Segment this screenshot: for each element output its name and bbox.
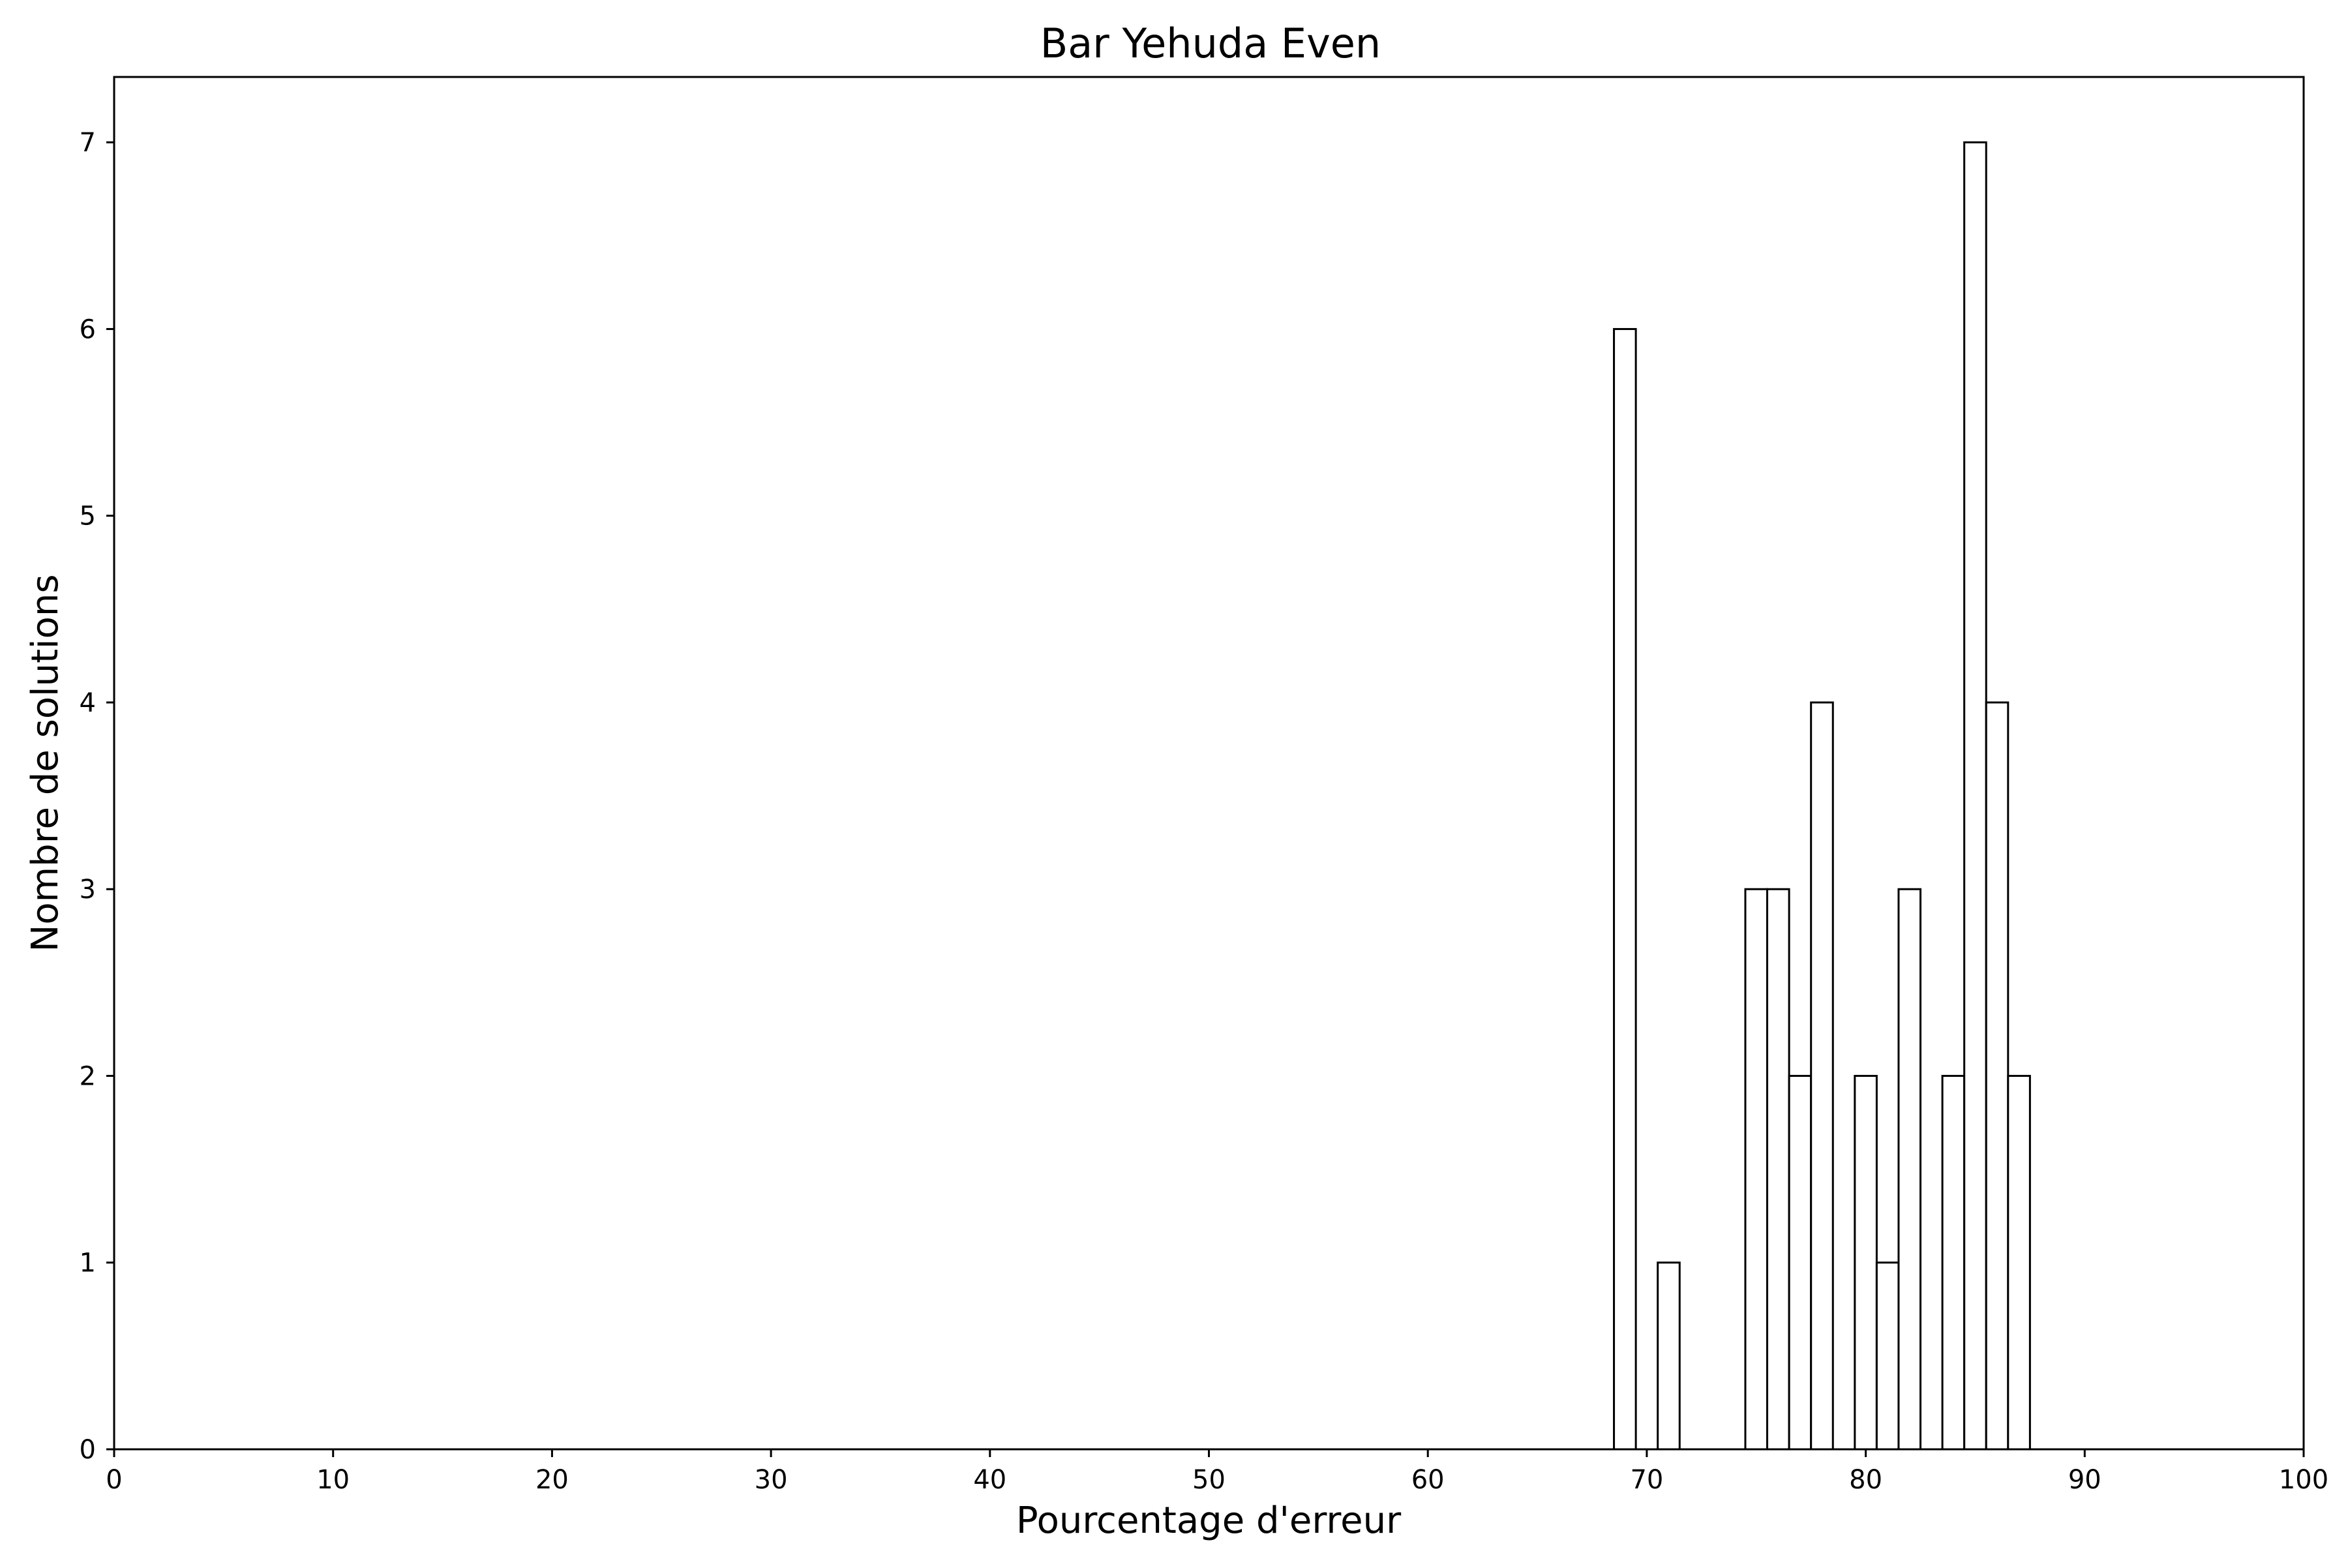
- bar-11: [1985, 701, 2009, 1451]
- y-axis-label: Nombre de solutions: [24, 574, 67, 952]
- x-tick-label: 0: [106, 1465, 122, 1495]
- x-tick-label: 90: [2068, 1465, 2101, 1495]
- y-tick-label: 4: [80, 688, 96, 718]
- x-tick-label: 30: [755, 1465, 788, 1495]
- x-tick-label: 40: [973, 1465, 1006, 1495]
- x-tick-label: 100: [2279, 1465, 2328, 1495]
- x-tick-label: 50: [1192, 1465, 1226, 1495]
- y-tick-label: 6: [80, 314, 96, 344]
- x-tick-label: 20: [535, 1465, 569, 1495]
- y-tick-label: 0: [80, 1435, 96, 1465]
- x-axis-ticks: 0 10 20 30 40 50 60 70 80 90 100: [106, 1449, 2328, 1495]
- bars-layer: [1613, 141, 2031, 1451]
- x-tick-label: 70: [1630, 1465, 1663, 1495]
- bar-8: [1897, 888, 1922, 1451]
- bar-2: [1744, 888, 1769, 1451]
- y-tick-label: 2: [80, 1061, 96, 1091]
- chart-title: Bar Yehuda Even: [1040, 20, 1381, 67]
- bar-6: [1854, 1074, 1878, 1451]
- y-tick-label: 7: [80, 128, 96, 158]
- x-tick-label: 10: [316, 1465, 350, 1495]
- bar-10: [1963, 141, 1987, 1451]
- bar-3: [1766, 888, 1790, 1451]
- bar-4: [1788, 1074, 1813, 1451]
- y-tick-label: 5: [80, 502, 96, 532]
- x-axis-label: Pourcentage d'erreur: [1016, 1500, 1402, 1542]
- y-axis-ticks: 0 1 2 3 4 5 6 7: [80, 128, 114, 1465]
- y-tick-label: 3: [80, 875, 96, 905]
- bar-7: [1875, 1261, 1900, 1451]
- bar-5: [1810, 701, 1834, 1451]
- y-tick-label: 1: [80, 1248, 96, 1278]
- bar-1: [1657, 1261, 1681, 1451]
- bar-0: [1613, 327, 1637, 1451]
- bar-12: [2007, 1074, 2031, 1451]
- x-tick-label: 80: [1849, 1465, 1882, 1495]
- bar-9: [1941, 1074, 1966, 1451]
- x-tick-label: 60: [1411, 1465, 1445, 1495]
